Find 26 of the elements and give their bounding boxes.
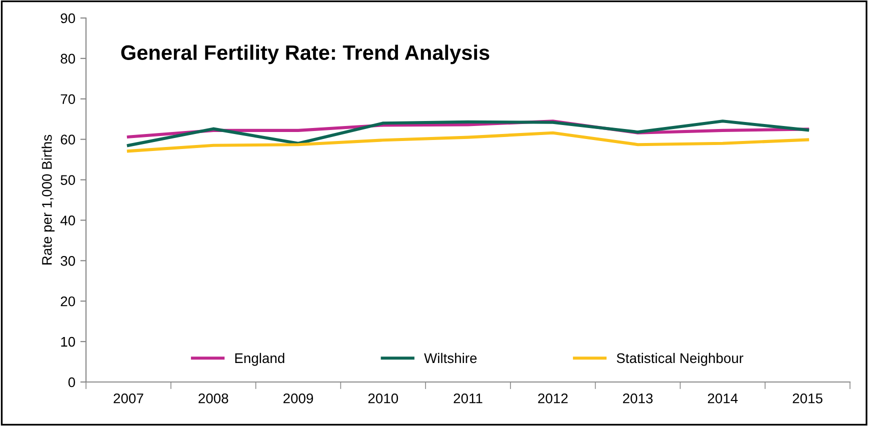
y-tick-label: 60 <box>60 134 76 145</box>
y-tick-label: 40 <box>60 216 76 226</box>
y-tick-label: 0 <box>68 377 76 388</box>
x-tick-label: 2011 <box>454 393 482 404</box>
text: General Fertility Rate: Trend Analysis <box>121 44 490 64</box>
y-tick-label: 30 <box>60 256 76 266</box>
legend-label: Wiltshire <box>424 352 477 364</box>
y-tick-label: 10 <box>61 336 76 347</box>
x-tick-label: 2007 <box>114 393 144 404</box>
y-tick-label: 70 <box>60 94 76 104</box>
x-tick-label: 2012 <box>538 393 568 404</box>
y-tick-label: 20 <box>60 296 76 306</box>
x-tick-label: 2008 <box>198 393 228 404</box>
y-axis-title: Rate per 1,000 Births <box>42 134 55 264</box>
x-tick-label: 2009 <box>283 393 314 404</box>
x-tick-label: 2015 <box>792 393 822 404</box>
legend-label: Statistical Neighbour <box>616 352 744 366</box>
line-series <box>126 120 810 147</box>
y-tick-label: 50 <box>60 175 76 185</box>
x-tick-label: 2014 <box>708 393 738 404</box>
x-tick-label: 2013 <box>623 393 653 404</box>
x-tick-label: 2010 <box>368 393 398 404</box>
y-tick-label: 80 <box>60 54 76 64</box>
y-tick-label: 90 <box>60 13 76 24</box>
line-series <box>126 131 810 153</box>
legend-label: England <box>235 352 284 366</box>
